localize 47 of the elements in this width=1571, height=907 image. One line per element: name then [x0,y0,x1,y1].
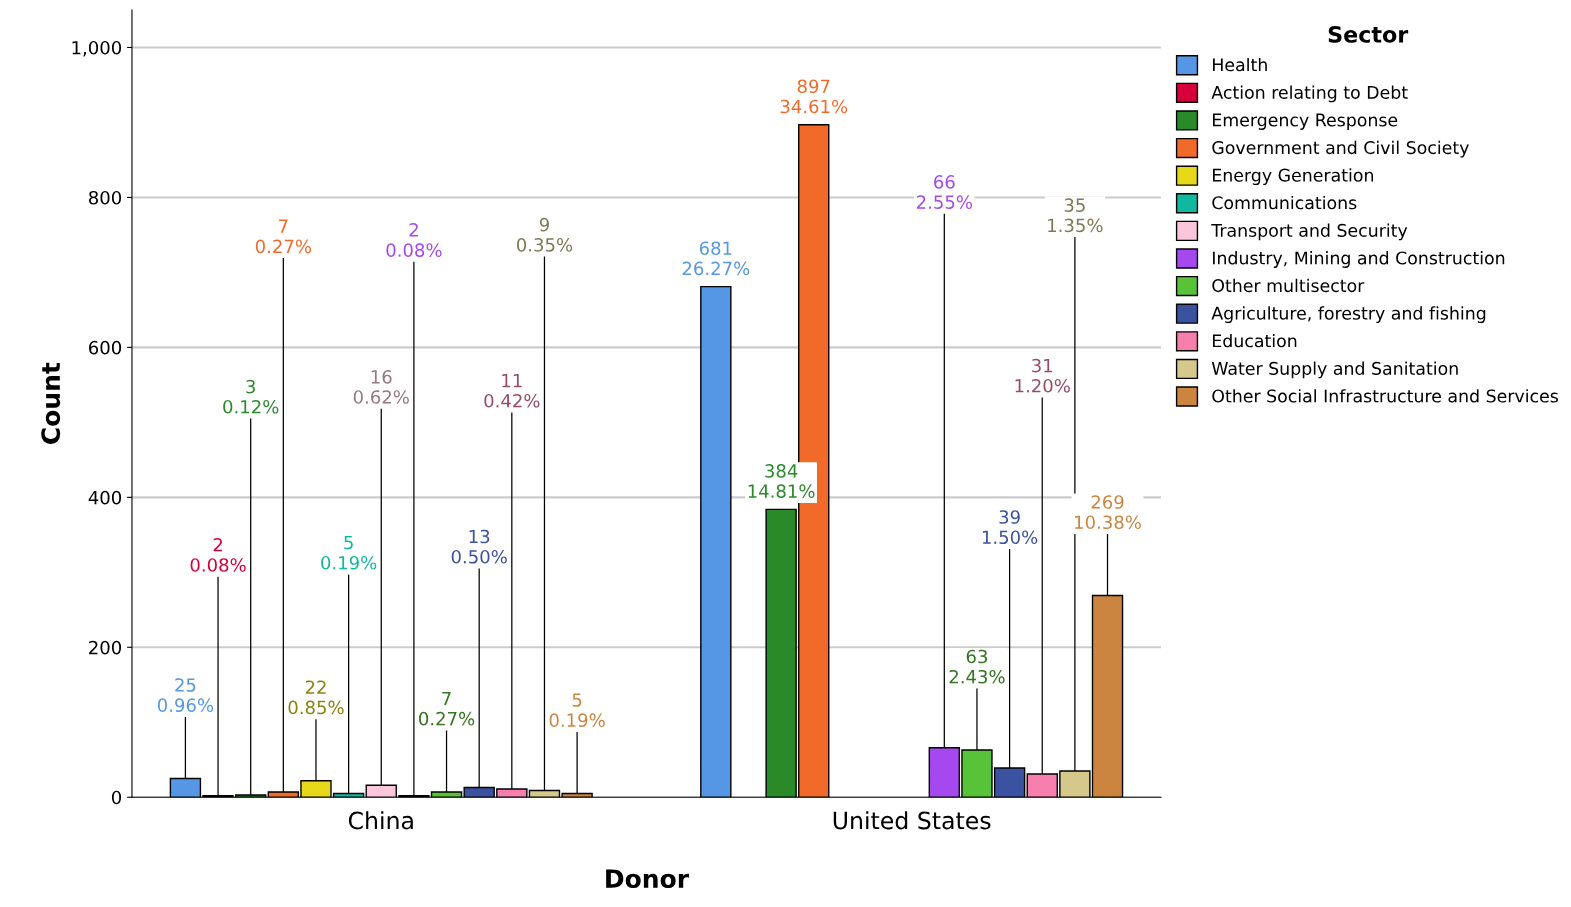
data-label: 5 0.19% [321,535,377,570]
legend-label: Industry, Mining and Construction [1213,251,1505,268]
legend-label: Water Supply and Sanitation [1211,361,1458,379]
data-label: 269 10.38% [1075,495,1141,530]
legend-label: Other Social Infrastructure and Services [1212,389,1558,403]
legend-label: Communications [1212,195,1357,210]
data-label: 63 2.43% [949,649,1005,684]
x-tick-label: China [348,811,413,830]
legend-label: Transport and Security [1211,223,1408,241]
data-label: 25 0.96% [157,678,214,713]
data-label: 16 0.62% [353,369,409,404]
data-label: 681 26.27% [682,241,750,276]
data-label: 66 2.55% [916,175,972,209]
legend-label: Energy Generation [1213,168,1373,186]
legend-label: Other multisector [1212,278,1365,293]
y-axis-title: Count [41,362,61,444]
legend-label: Agriculture, forestry and fishing [1211,306,1486,324]
data-label: 2 0.08% [386,223,442,257]
data-label: 22 0.85% [288,680,344,715]
y-tick-label: 1,000 [72,40,122,57]
legend-title: Sector [1328,25,1409,43]
data-label: 35 1.35% [1048,198,1103,233]
y-tick-label: 0 [111,790,122,805]
legend-label: Government and Civil Society [1212,140,1469,158]
legend-label: Emergency Response [1213,113,1398,130]
data-label: 11 0.42% [484,373,540,408]
data-label: 7 0.27% [255,219,312,254]
data-label: 31 1.20% [1015,358,1070,393]
legend-label: Health [1213,57,1267,72]
bar [700,285,732,798]
data-label: 7 0.27% [419,691,475,726]
legend-label: Action relating to Debt [1211,85,1408,103]
x-tick-label: United States [833,811,991,830]
data-label: 39 1.50% [982,510,1038,545]
legend-label: Education [1213,333,1297,348]
y-tick-label: 200 [89,640,122,655]
x-axis-title: Donor [606,869,690,889]
data-label: 13 0.50% [451,529,507,564]
data-label: 5 0.19% [549,693,605,728]
y-tick-label: 800 [89,190,122,205]
y-tick-label: 400 [88,490,122,505]
data-label: 897 34.61% [780,79,848,114]
data-label: 384 14.81% [748,464,815,498]
y-tick-label: 600 [89,340,122,355]
data-label: 9 0.35% [516,217,573,252]
data-label: 2 0.08% [190,537,246,572]
data-label: 3 0.12% [223,379,279,414]
